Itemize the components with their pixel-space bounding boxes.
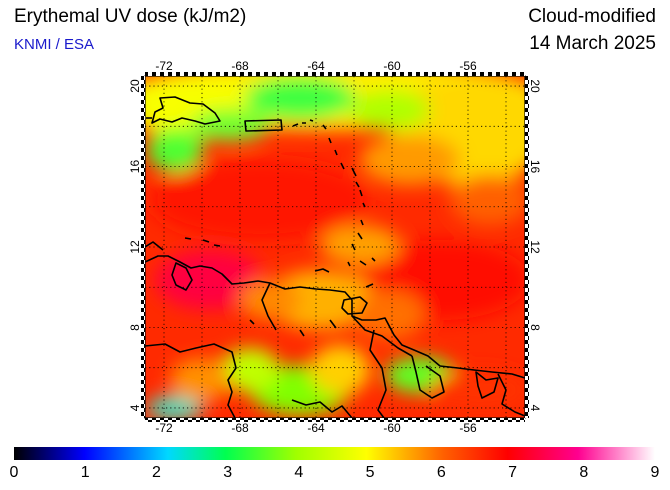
lon-tick-label-top: -56 [459, 59, 477, 73]
lon-tick-label-top: -64 [307, 59, 325, 73]
source-label: KNMI / ESA [14, 36, 95, 53]
lon-tick-label-bottom: -64 [307, 421, 325, 435]
lat-tick-label-right: 12 [528, 240, 542, 254]
lon-tick-label-bottom: -56 [459, 421, 477, 435]
lat-tick-label-left: 4 [128, 404, 142, 411]
lat-tick-label-left: 20 [128, 79, 142, 93]
lon-tick-label-bottom: -68 [231, 421, 249, 435]
lon-tick-label-top: -60 [383, 59, 401, 73]
lon-tick-label-top: -72 [155, 59, 173, 73]
lat-tick-label-left: 16 [128, 160, 142, 174]
map-title: Erythemal UV dose (kJ/m2) [14, 6, 247, 27]
coastlines [145, 96, 525, 418]
lon-tick-label-bottom: -72 [155, 421, 173, 435]
lat-tick-label-left: 8 [128, 324, 142, 331]
colorbar [14, 447, 655, 460]
date-label: 14 March 2025 [529, 33, 656, 54]
lat-tick-label-right: 8 [528, 324, 542, 331]
lat-tick-label-left: 12 [128, 240, 142, 254]
lat-tick-label-right: 20 [528, 79, 542, 93]
frame-checker [141, 72, 529, 422]
colorbar-tick-label: 8 [579, 464, 589, 481]
colorbar-tick-label: 0 [9, 464, 19, 481]
uv-field [145, 76, 525, 418]
colorbar-tick-label: 1 [80, 464, 90, 481]
colorbar-tick-label: 6 [436, 464, 446, 481]
colorbar-tick-label: 4 [294, 464, 304, 481]
product-label: Cloud-modified [528, 6, 656, 27]
lon-tick-label-bottom: -60 [383, 421, 401, 435]
lat-tick-label-right: 16 [528, 160, 542, 174]
lon-tick-label-top: -68 [231, 59, 249, 73]
lat-tick-label-right: 4 [528, 405, 542, 412]
colorbar-tick-label: 9 [650, 464, 660, 481]
colorbar-tick-label: 2 [151, 464, 161, 481]
colorbar-tick-label: 5 [365, 464, 375, 481]
graticule [145, 76, 525, 418]
colorbar-tick-label: 7 [508, 464, 517, 481]
colorbar-tick-label: 3 [223, 464, 233, 481]
